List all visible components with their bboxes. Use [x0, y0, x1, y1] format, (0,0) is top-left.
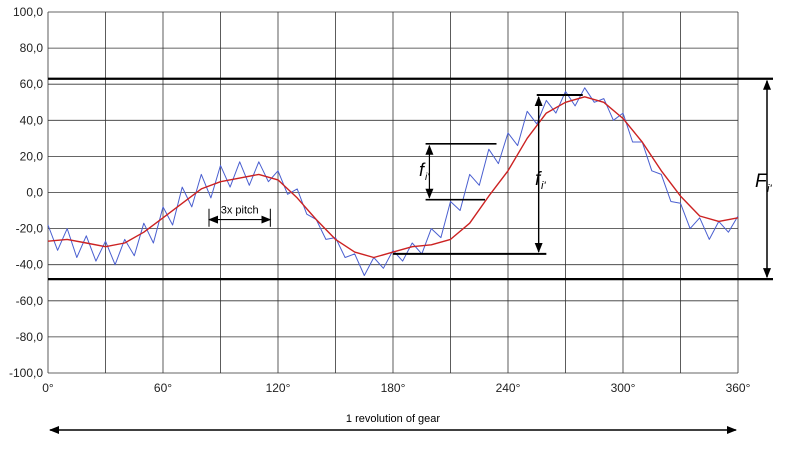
- y-tick-label: -20,0: [16, 222, 44, 236]
- y-tick-label: -80,0: [16, 330, 44, 344]
- x-tick-label: 0°: [42, 381, 54, 395]
- total-deviation-subscript: i': [767, 183, 772, 195]
- tooth-deviation-subscript: i': [425, 172, 430, 183]
- total-deviation-label: F: [755, 171, 768, 192]
- reference-lines: [48, 77, 773, 281]
- tooth-deviation-label: f: [419, 160, 426, 180]
- y-tick-label: -60,0: [16, 294, 44, 308]
- y-tick-label: 80,0: [20, 41, 44, 55]
- x-tick-label: 180°: [381, 381, 406, 395]
- series-group: [47, 87, 739, 276]
- revolution-label: 1 revolution of gear: [346, 413, 441, 425]
- x-tick-label: 360°: [726, 381, 751, 395]
- y-tick-label: -100,0: [9, 366, 43, 380]
- series-line-measured: [47, 87, 739, 276]
- grid: [47, 11, 739, 374]
- y-tick-label: -40,0: [16, 258, 44, 272]
- y-tick-label: 0,0: [26, 186, 43, 200]
- x-tick-label: 120°: [266, 381, 291, 395]
- x-tick-label: 240°: [496, 381, 521, 395]
- tick-labels: 100,0 80,0 60,0 40,0 20,0 0,0 -20,0 -40,0 -60,0 -…: [9, 5, 751, 395]
- pitch-label: 3x pitch: [221, 205, 259, 217]
- y-tick-label: 100,0: [13, 5, 43, 19]
- y-tick-label: 40,0: [20, 113, 44, 127]
- y-tick-label: 60,0: [20, 77, 44, 91]
- series-line-long-wave: [47, 96, 739, 259]
- tangential-deviation-subscript: i': [541, 180, 546, 192]
- tangential-deviation-label: f: [535, 169, 542, 190]
- x-tick-label: 60°: [154, 381, 172, 395]
- y-tick-label: 20,0: [20, 149, 44, 163]
- x-tick-label: 300°: [611, 381, 636, 395]
